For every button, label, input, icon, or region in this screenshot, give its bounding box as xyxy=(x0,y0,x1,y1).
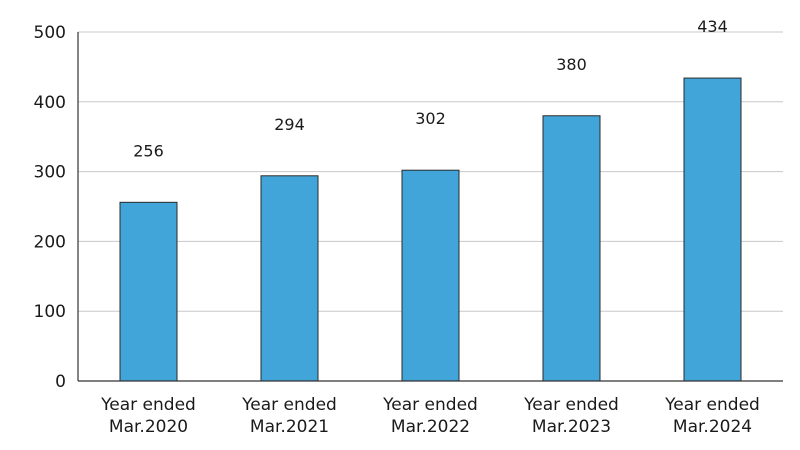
bar xyxy=(119,201,178,382)
x-tick-label: Year ended Mar.2024 xyxy=(664,395,760,437)
data-label: 302 xyxy=(415,109,446,128)
data-label: 434 xyxy=(697,17,728,36)
x-tick-label: Year ended Mar.2023 xyxy=(523,395,619,437)
bar xyxy=(542,115,601,382)
bar-layer xyxy=(119,77,742,382)
label-layer: 0 100 200 300 400 500 256 Year ended Mar.2020 294… xyxy=(34,17,760,437)
x-tick-label: Year ended Mar.2022 xyxy=(382,395,478,437)
x-tick-label: Year ended Mar.2020 xyxy=(100,395,196,437)
y-tick-label: 0 xyxy=(55,372,66,392)
data-label: 380 xyxy=(556,55,587,74)
bar xyxy=(683,77,742,382)
y-tick-label: 100 xyxy=(34,302,66,322)
bar xyxy=(401,169,460,382)
data-label: 256 xyxy=(133,141,164,160)
data-label: 294 xyxy=(274,115,305,134)
bar xyxy=(260,175,319,382)
y-tick-label: 400 xyxy=(34,93,66,113)
y-tick-label: 500 xyxy=(34,23,66,43)
y-tick-label: 300 xyxy=(34,163,66,183)
axis-layer xyxy=(77,32,783,382)
x-tick-label: Year ended Mar.2021 xyxy=(241,395,337,437)
y-tick-label: 200 xyxy=(34,232,66,252)
